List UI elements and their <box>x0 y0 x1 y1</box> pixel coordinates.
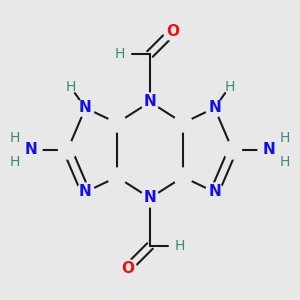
Text: H: H <box>115 47 125 61</box>
Text: H: H <box>10 131 20 145</box>
Text: N: N <box>79 184 92 200</box>
Circle shape <box>58 141 76 159</box>
Text: O: O <box>121 261 134 276</box>
Text: H: H <box>280 131 290 145</box>
Circle shape <box>206 99 224 117</box>
Circle shape <box>141 93 159 111</box>
Text: N: N <box>144 94 156 110</box>
Circle shape <box>224 141 242 159</box>
Text: N: N <box>262 142 275 158</box>
Circle shape <box>164 22 181 40</box>
Text: N: N <box>208 184 221 200</box>
Text: H: H <box>224 80 235 94</box>
Circle shape <box>76 99 94 117</box>
Text: H: H <box>10 155 20 169</box>
Circle shape <box>174 168 192 186</box>
Text: H: H <box>175 239 185 253</box>
Circle shape <box>76 183 94 201</box>
Text: H: H <box>280 155 290 169</box>
Text: H: H <box>65 80 76 94</box>
Text: N: N <box>144 190 156 206</box>
Circle shape <box>108 114 126 132</box>
Circle shape <box>21 140 42 160</box>
Circle shape <box>174 114 192 132</box>
Text: O: O <box>166 24 179 39</box>
Text: N: N <box>79 100 92 116</box>
Text: N: N <box>25 142 38 158</box>
Circle shape <box>118 260 136 278</box>
Circle shape <box>141 189 159 207</box>
Circle shape <box>258 140 279 160</box>
Circle shape <box>206 183 224 201</box>
Circle shape <box>108 168 126 186</box>
Text: N: N <box>208 100 221 116</box>
